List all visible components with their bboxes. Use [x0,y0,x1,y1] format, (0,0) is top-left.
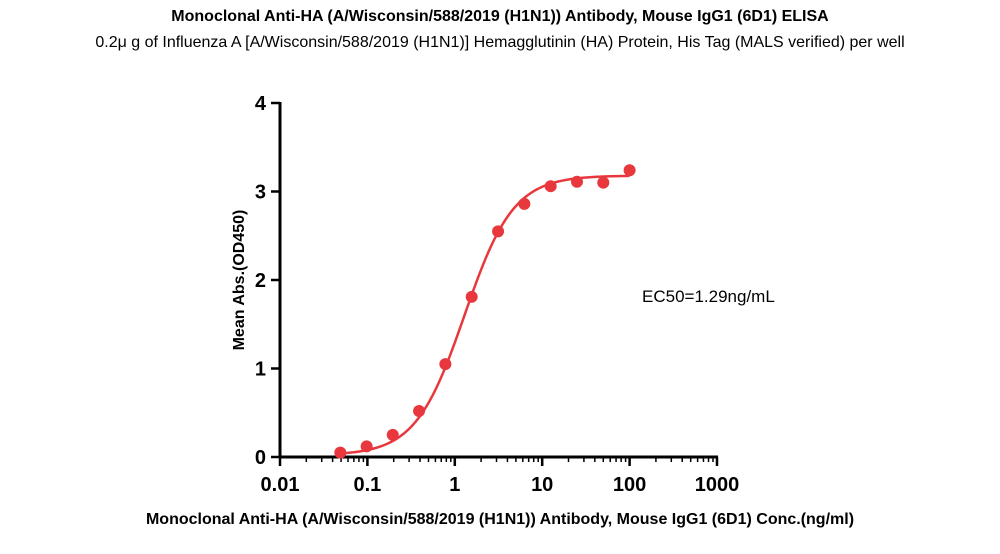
chart-subtitle: 0.2μ g of Influenza A [A/Wisconsin/588/2… [95,34,905,51]
data-point [465,290,478,303]
y-tick-label: 0 [255,447,266,469]
chart-title: Monoclonal Anti-HA (A/Wisconsin/588/2019… [171,8,829,25]
y-tick-label: 2 [255,270,266,292]
data-point [334,446,347,459]
data-points-layer [334,164,636,459]
data-point [570,175,583,188]
data-point [518,197,531,210]
x-tick-label: 0.1 [353,474,381,496]
fit-curve [340,174,630,455]
data-point [360,440,373,453]
data-point [386,428,399,441]
y-tick-label: 4 [255,93,267,115]
data-point [439,358,452,371]
data-point [597,176,610,189]
y-axis-label: Mean Abs.(OD450) [231,210,248,351]
x-tick-label: 100 [613,474,646,496]
y-tick-label: 3 [255,182,266,204]
data-point [413,404,426,417]
data-point [492,225,505,238]
ec50-annotation: EC50=1.29ng/mL [642,287,775,306]
chart-axes: 0.01 0.1 1 10 100 1000 0 1 2 3 4 [255,93,739,496]
data-point [623,164,636,177]
data-point [544,180,557,193]
x-tick-label: 10 [531,474,553,496]
x-tick-label: 1 [449,474,460,496]
fit-curve-layer [340,174,630,455]
y-tick-label: 1 [255,359,266,381]
x-axis-label: Monoclonal Anti-HA (A/Wisconsin/588/2019… [145,511,855,528]
x-tick-label: 1000 [695,474,740,496]
x-tick-label: 0.01 [261,474,300,496]
